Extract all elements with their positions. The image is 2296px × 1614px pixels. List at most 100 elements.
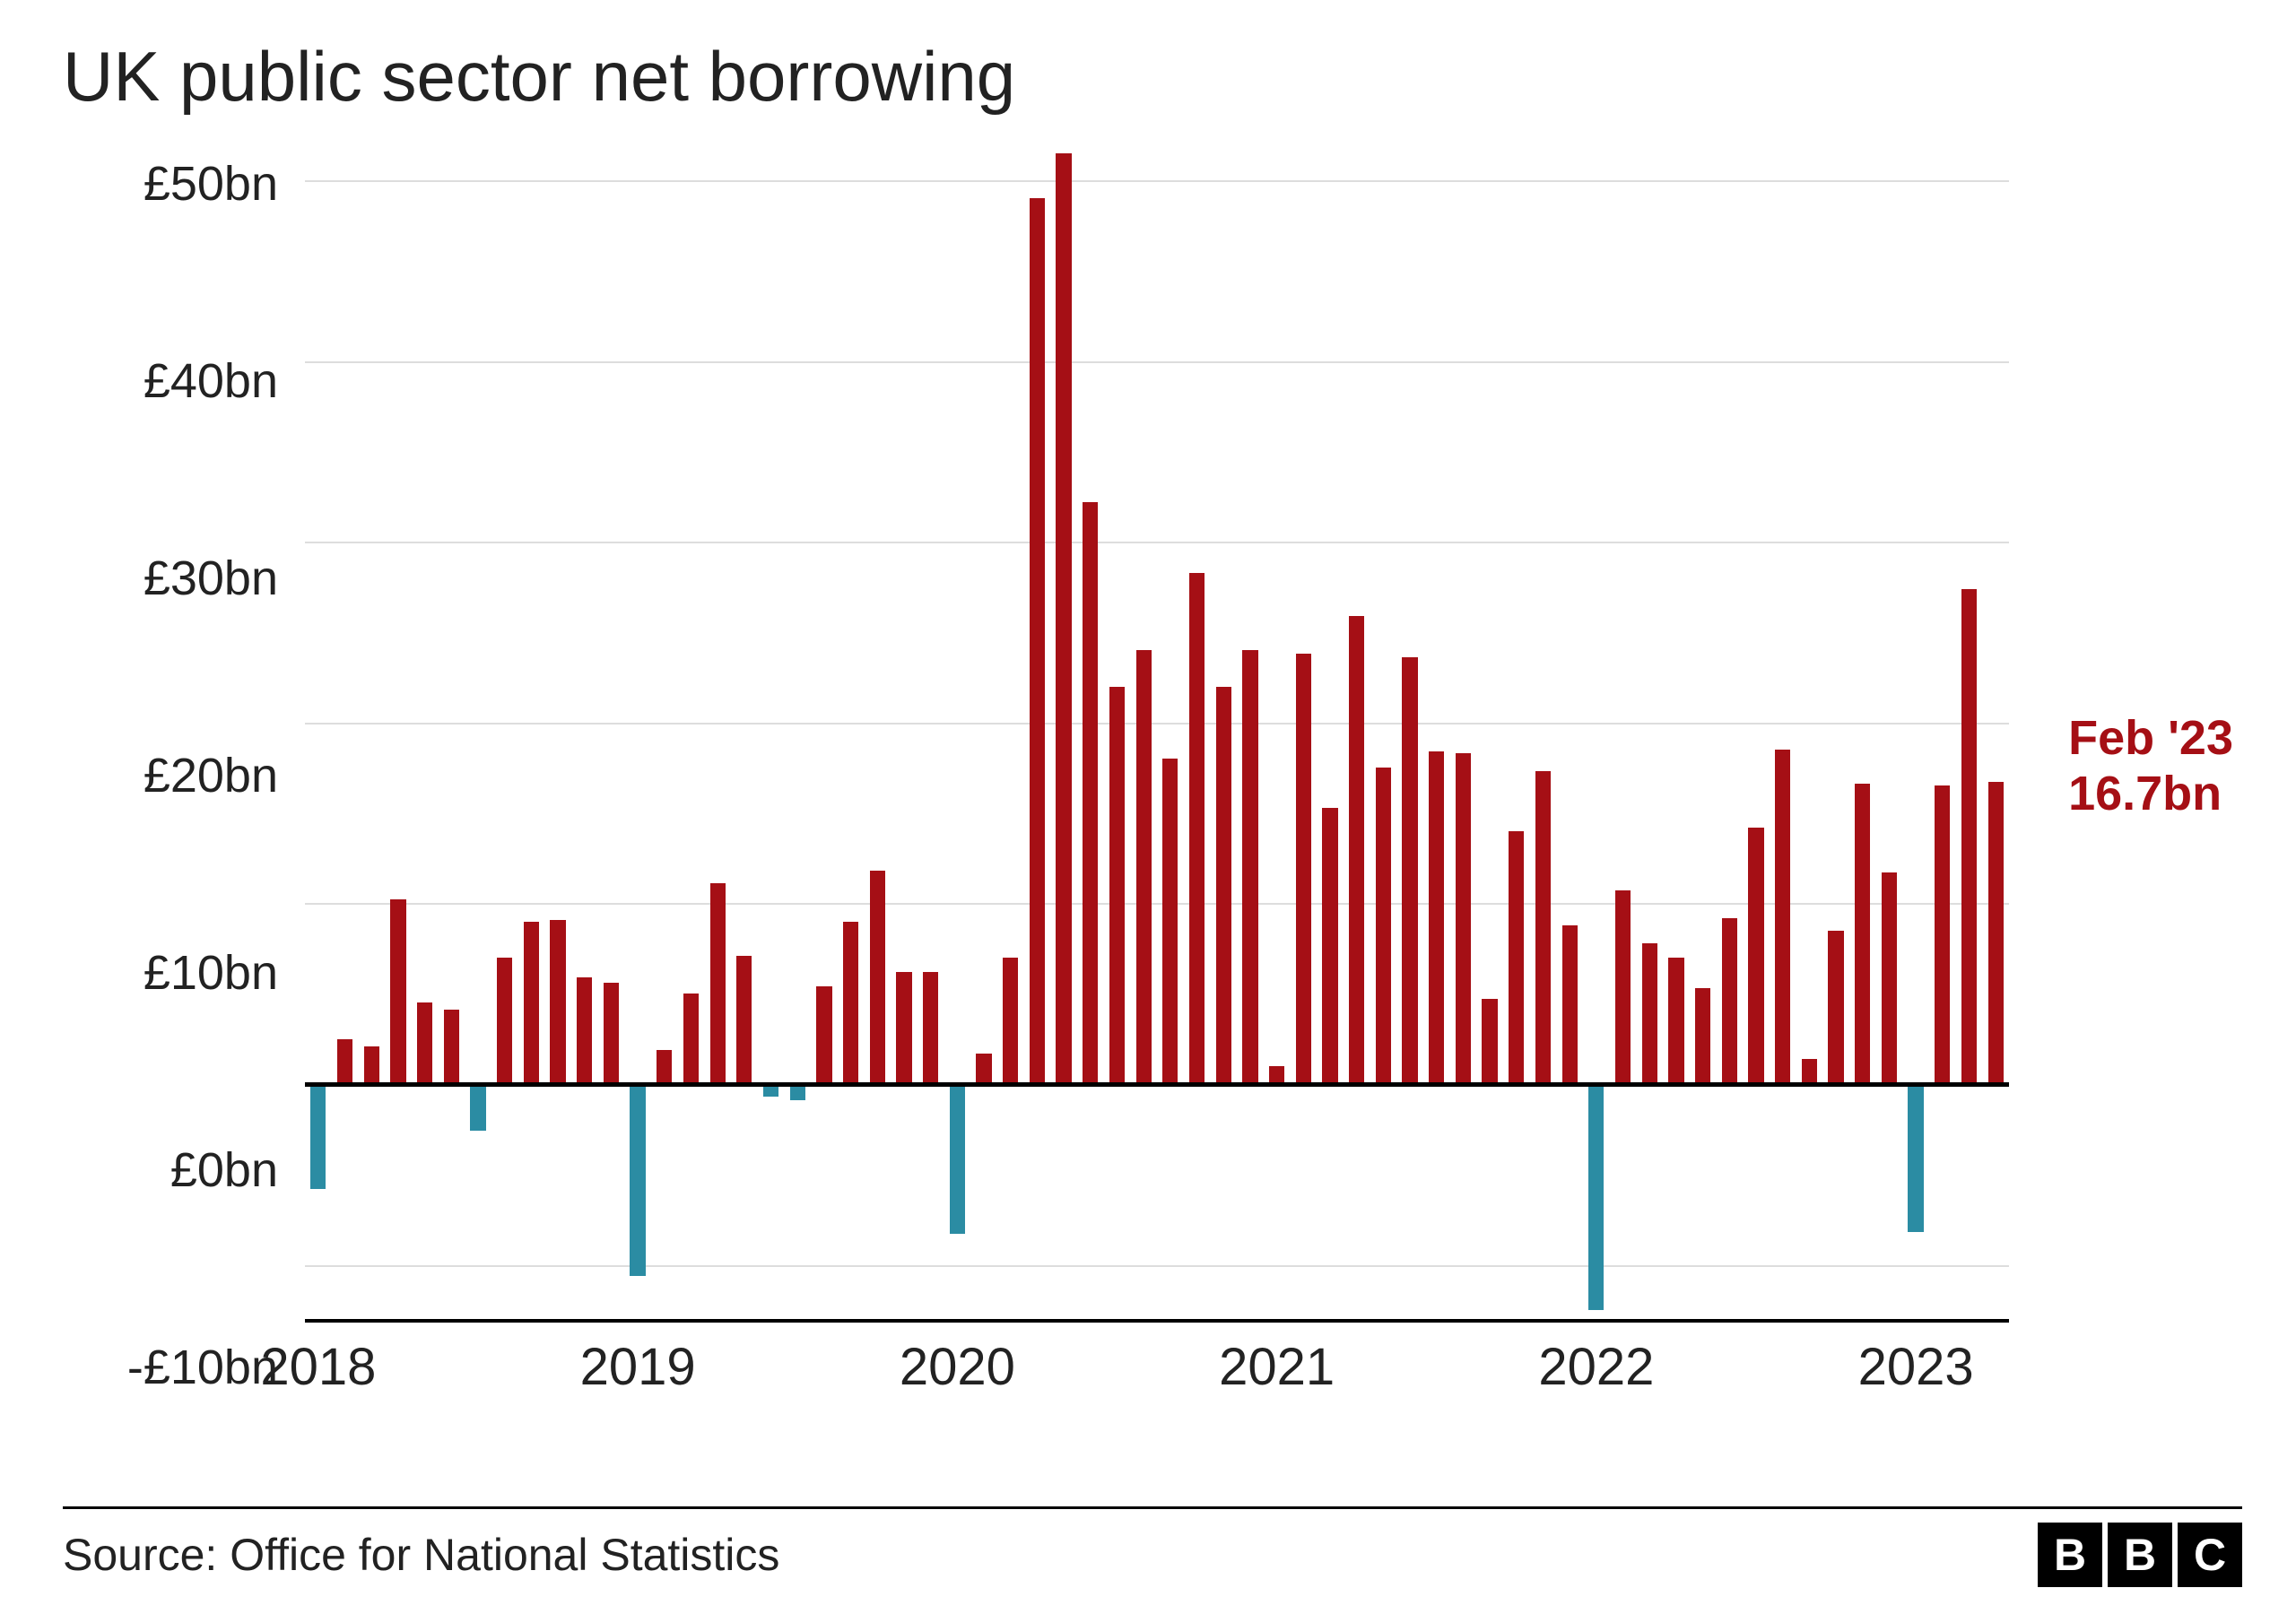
bar-slot (1530, 144, 1557, 1319)
bbc-logo-block: B (2038, 1523, 2102, 1587)
bar-slot (358, 144, 385, 1319)
bar (683, 994, 699, 1084)
bar (1642, 943, 1657, 1084)
zero-line (305, 1082, 2009, 1087)
bar-slot (1849, 144, 1876, 1319)
bar (1056, 153, 1071, 1084)
bar-slot (465, 144, 491, 1319)
bar-slot (1396, 144, 1423, 1319)
bar-slot (1077, 144, 1104, 1319)
bar-slot (1690, 144, 1717, 1319)
bar-slot (944, 144, 971, 1319)
bar-slot (571, 144, 598, 1319)
bar (337, 1039, 352, 1084)
y-tick-label: £0bn (170, 1142, 278, 1198)
y-tick-label: £20bn (144, 748, 278, 803)
bar (1109, 687, 1125, 1084)
bar-slot (1929, 144, 1956, 1319)
bar-slot (1663, 144, 1690, 1319)
x-tick-label: 2019 (580, 1337, 696, 1397)
x-tick-label: 2020 (900, 1337, 1015, 1397)
x-tick-label: 2022 (1538, 1337, 1654, 1397)
bar-slot (1264, 144, 1291, 1319)
bar-slot (1050, 144, 1077, 1319)
bar-slot (332, 144, 359, 1319)
chart-title: UK public sector net borrowing (63, 36, 2242, 117)
bar (1961, 589, 1977, 1084)
bbc-logo-block: C (2178, 1523, 2242, 1587)
bar (1775, 750, 1790, 1084)
chart-area: -£10bn£0bn£10bn£20bn£30bn£40bn£50bn 2018… (63, 144, 2242, 1427)
bar (1456, 753, 1471, 1084)
bar (816, 986, 831, 1084)
bar (550, 920, 565, 1084)
bar (1242, 650, 1257, 1084)
bar-slot (1876, 144, 1903, 1319)
y-tick-label: -£10bn (127, 1340, 278, 1395)
plot-region (305, 144, 2009, 1319)
bar (1136, 650, 1152, 1084)
bar (1935, 785, 1950, 1084)
bar (790, 1084, 805, 1100)
bar (417, 1002, 432, 1084)
y-tick-label: £10bn (144, 945, 278, 1001)
bar (1855, 784, 1870, 1084)
bar-slot (1716, 144, 1743, 1319)
bar-slot (758, 144, 785, 1319)
bar-slot (811, 144, 838, 1319)
x-tick-label: 2021 (1219, 1337, 1335, 1397)
bar-slot (918, 144, 944, 1319)
bar (1802, 1059, 1817, 1084)
bar (1695, 988, 1710, 1084)
bar (497, 958, 512, 1084)
bar (1216, 687, 1231, 1084)
bar-slot (1610, 144, 1637, 1319)
bar (950, 1084, 965, 1234)
bar-slot (624, 144, 651, 1319)
bar-slot (1237, 144, 1264, 1319)
callout-line2: 16.7bn (2068, 766, 2233, 821)
bar (1349, 616, 1364, 1084)
bar (1030, 198, 1045, 1084)
bar-slot (970, 144, 997, 1319)
bar (1908, 1084, 1923, 1232)
bar (896, 972, 911, 1084)
bar-slot (1822, 144, 1849, 1319)
bar (657, 1050, 672, 1084)
bar-slot (1556, 144, 1583, 1319)
bar (1162, 759, 1178, 1084)
bar (870, 871, 885, 1084)
bar-slot (305, 144, 332, 1319)
bar-slot (1184, 144, 1211, 1319)
bar-slot (1476, 144, 1503, 1319)
bar-slot (491, 144, 518, 1319)
bar-slot (704, 144, 731, 1319)
bar-slot (891, 144, 918, 1319)
callout-line1: Feb '23 (2068, 710, 2233, 766)
bar (1376, 768, 1391, 1084)
x-axis: 201820192020202120222023 (305, 1319, 2009, 1427)
x-tick-label: 2023 (1858, 1337, 1974, 1397)
bar-slot (385, 144, 412, 1319)
bar-slot (598, 144, 625, 1319)
bar-slot (1370, 144, 1397, 1319)
bar-slot (1210, 144, 1237, 1319)
bar (444, 1010, 459, 1084)
bar-slot (1956, 144, 1983, 1319)
bar-slot (1982, 144, 2009, 1319)
bar (1296, 654, 1311, 1084)
bar-slot (1104, 144, 1131, 1319)
bar-slot (412, 144, 439, 1319)
bar (736, 956, 752, 1084)
bar (524, 922, 539, 1084)
bar-slot (731, 144, 758, 1319)
bar (1322, 808, 1337, 1084)
bar-slot (678, 144, 705, 1319)
bar (630, 1084, 645, 1276)
bar-slot (1344, 144, 1370, 1319)
bar-slot (1503, 144, 1530, 1319)
bar-slot (438, 144, 465, 1319)
bar (1748, 828, 1763, 1084)
bar (364, 1046, 379, 1084)
callout-label: Feb '23 16.7bn (2068, 710, 2233, 821)
